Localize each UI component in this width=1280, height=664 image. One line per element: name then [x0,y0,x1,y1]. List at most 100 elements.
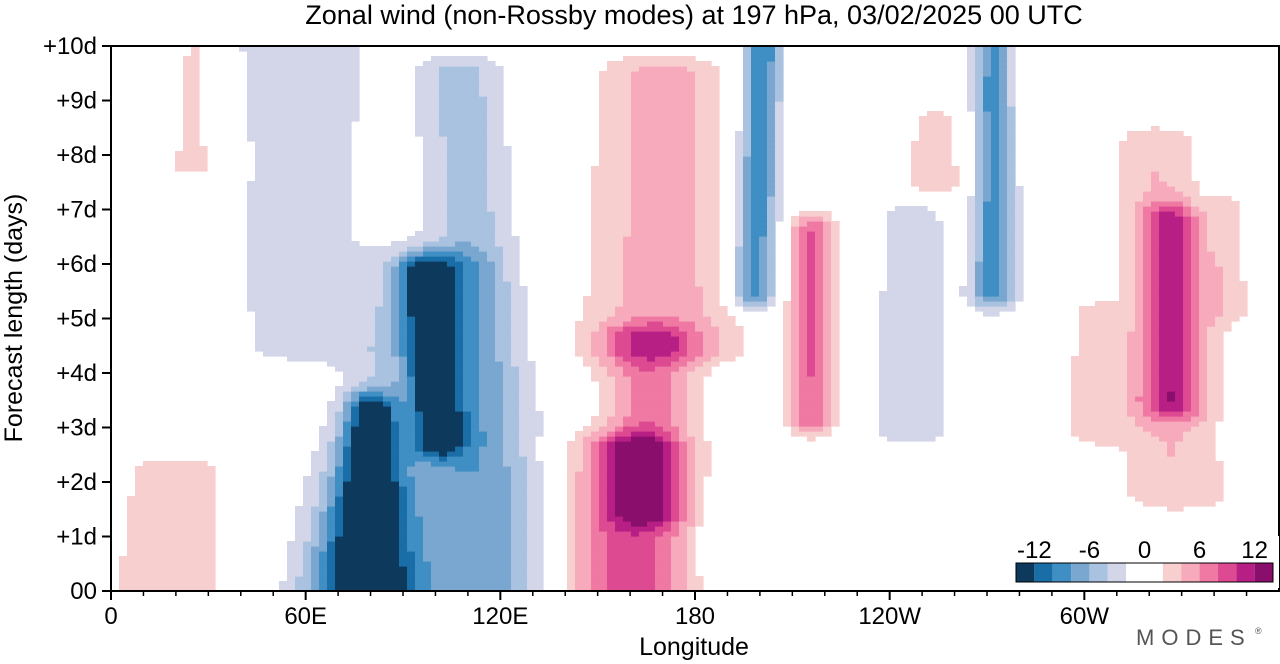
heatmap-cell [351,376,360,382]
heatmap-cell [607,396,616,402]
heatmap-cell [903,341,912,347]
heatmap-cell [1143,461,1152,467]
heatmap-cell [359,556,368,562]
heatmap-cell [687,251,696,257]
heatmap-cell [439,306,448,312]
heatmap-cell [335,296,344,302]
heatmap-cell [591,431,600,437]
heatmap-cell [407,521,416,527]
heatmap-cell [799,336,808,342]
heatmap-cell [591,286,600,292]
heatmap-cell [1071,421,1080,427]
heatmap-cell [351,566,360,572]
heatmap-cell [1215,296,1224,302]
heatmap-cell [207,516,216,522]
heatmap-cell [663,516,672,522]
heatmap-cell [263,321,272,327]
heatmap-cell [687,581,696,587]
heatmap-cell [335,561,344,567]
heatmap-cell [431,371,440,377]
heatmap-cell [599,411,608,417]
heatmap-cell [431,411,440,417]
heatmap-cell [439,356,448,362]
heatmap-cell [615,471,624,477]
heatmap-cell [479,261,488,267]
heatmap-cell [511,316,520,322]
heatmap-cell [271,281,280,287]
heatmap-cell [423,481,432,487]
heatmap-cell [367,276,376,282]
heatmap-cell [1119,431,1128,437]
heatmap-cell [535,506,544,512]
heatmap-cell [735,251,744,257]
heatmap-cell [1159,286,1168,292]
heatmap-cell [471,451,480,457]
heatmap-cell [599,481,608,487]
heatmap-cell [1191,351,1200,357]
heatmap-cell [807,386,816,392]
heatmap-cell [295,531,304,537]
heatmap-cell [1127,281,1136,287]
heatmap-cell [1191,366,1200,372]
heatmap-cell [375,541,384,547]
heatmap-cell [439,581,448,587]
heatmap-cell [295,281,304,287]
heatmap-cell [367,531,376,537]
heatmap-cell [1215,336,1224,342]
heatmap-cell [423,401,432,407]
heatmap-cell [1159,301,1168,307]
heatmap-cell [343,266,352,272]
heatmap-cell [687,306,696,312]
heatmap-cell [591,271,600,277]
heatmap-cell [1199,331,1208,337]
heatmap-cell [743,301,752,307]
heatmap-cell [247,286,256,292]
heatmap-cell [887,256,896,262]
heatmap-cell [375,471,384,477]
heatmap-cell [487,441,496,447]
heatmap-cell [399,346,408,352]
heatmap-cell [455,371,464,377]
heatmap-cell [983,266,992,272]
heatmap-cell [463,286,472,292]
heatmap-cell [359,336,368,342]
heatmap-cell [319,551,328,557]
heatmap-cell [375,381,384,387]
heatmap-cell [1207,466,1216,472]
heatmap-cell [415,446,424,452]
heatmap-cell [1239,291,1248,297]
heatmap-cell [655,496,664,502]
heatmap-cell [343,586,352,592]
heatmap-cell [143,506,152,512]
heatmap-cell [327,516,336,522]
heatmap-cell [1159,401,1168,407]
heatmap-cell [735,326,744,332]
heatmap-cell [303,511,312,517]
heatmap-cell [519,471,528,477]
heatmap-cell [671,286,680,292]
heatmap-cell [567,541,576,547]
heatmap-cell [1103,321,1112,327]
heatmap-cell [935,291,944,297]
heatmap-cell [663,441,672,447]
heatmap-cell [695,326,704,332]
heatmap-cell [575,476,584,482]
heatmap-cell [439,276,448,282]
heatmap-cell [327,511,336,517]
heatmap-cell [1007,306,1016,312]
heatmap-cell [327,476,336,482]
heatmap-cell [431,581,440,587]
heatmap-cell [367,356,376,362]
heatmap-cell [919,286,928,292]
heatmap-cell [503,491,512,497]
heatmap-cell [647,536,656,542]
heatmap-cell [359,406,368,412]
heatmap-cell [511,521,520,527]
heatmap-cell [519,341,528,347]
heatmap-cell [1143,361,1152,367]
heatmap-cell [439,541,448,547]
heatmap-cell [463,361,472,367]
heatmap-cell [1119,276,1128,282]
heatmap-cell [495,301,504,307]
heatmap-cell [823,411,832,417]
